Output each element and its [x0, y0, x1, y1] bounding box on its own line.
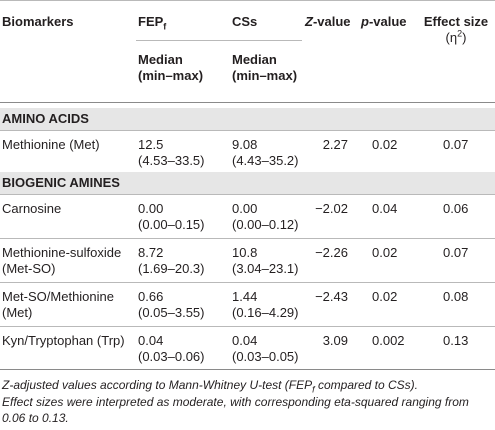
z-value: −2.43 — [315, 289, 348, 304]
biomarker-name: Methionine (Met) — [2, 137, 100, 152]
biomarker-name: Kyn/Tryptophan (Trp) — [2, 333, 125, 348]
col-header-css: CSs — [232, 14, 258, 29]
css-median-label: Median — [232, 52, 277, 67]
css-median: 9.08 — [232, 137, 258, 152]
footnote-3: 0.06 to 0.13. — [2, 411, 69, 425]
effect-value: 0.08 — [443, 289, 469, 304]
effect-value: 0.06 — [443, 201, 469, 216]
col-header-fep-sub: f — [163, 21, 167, 32]
fep-median: 0.04 — [138, 333, 164, 348]
section-rule — [0, 130, 495, 131]
z-value: 3.09 — [322, 333, 348, 348]
fep-minmax-label: (min–max) — [138, 68, 204, 83]
group-header-rule — [136, 40, 302, 41]
fep-median-header: Median (min–max) — [138, 52, 203, 84]
fep-median: 0.66 — [138, 289, 164, 304]
col-header-fep: FEPf — [138, 14, 230, 32]
fep-range: (0.05–3.55) — [138, 305, 205, 320]
p-value: 0.002 — [372, 333, 405, 348]
css-minmax-label: (min–max) — [232, 68, 298, 83]
effect-value: 0.13 — [443, 333, 469, 348]
fep-value: 12.5 (4.53–33.5) — [138, 137, 205, 169]
css-value: 0.04 (0.03–0.05) — [232, 333, 299, 365]
biomarker-name: Met-SO/Methionine (Met) — [2, 289, 114, 321]
col-header-p-letter: p — [361, 14, 369, 29]
fep-range: (0.00–0.15) — [138, 217, 205, 232]
footnote-1: Z-adjusted values according to Mann-Whit… — [2, 377, 419, 395]
p-value: 0.02 — [372, 245, 398, 260]
biomarker-name-line1: Met-SO/Methionine — [2, 289, 114, 304]
fep-median: 0.00 — [138, 201, 164, 216]
col-header-effect-line1: Effect size — [423, 14, 489, 29]
css-value: 9.08 (4.43–35.2) — [232, 137, 299, 169]
section-band-biogenic-amines — [0, 172, 495, 194]
header-bottom-rule — [0, 102, 495, 103]
col-header-effect-line2: (η2) — [418, 28, 494, 46]
table-bottom-rule — [0, 369, 495, 370]
p-value: 0.02 — [372, 137, 398, 152]
css-range: (4.43–35.2) — [232, 153, 299, 168]
biomarker-name: Carnosine — [2, 201, 62, 216]
fep-value: 0.00 (0.00–0.15) — [138, 201, 205, 233]
css-value: 10.8 (3.04–23.1) — [232, 245, 299, 277]
fep-median: 12.5 — [138, 137, 164, 152]
css-value: 1.44 (0.16–4.29) — [232, 289, 299, 321]
fep-range: (4.53–33.5) — [138, 153, 205, 168]
footnote-1-pre: Z-adjusted values according to Mann-Whit… — [2, 378, 313, 392]
footnote-1-post: compared to CSs). — [314, 378, 419, 392]
fep-value: 0.04 (0.03–0.06) — [138, 333, 205, 365]
row-rule — [0, 282, 495, 283]
footnote-2: Effect sizes were interpreted as moderat… — [2, 395, 469, 409]
effect-value: 0.07 — [443, 137, 469, 152]
effect-value: 0.07 — [443, 245, 469, 260]
z-value: 2.27 — [322, 137, 348, 152]
css-range: (0.03–0.05) — [232, 349, 299, 364]
col-header-z: Z-value — [305, 14, 351, 30]
section-rule — [0, 194, 495, 195]
fep-range: (1.69–20.3) — [138, 261, 205, 276]
z-value: −2.26 — [315, 245, 348, 260]
css-range: (0.16–4.29) — [232, 305, 299, 320]
col-header-p: p-value — [361, 14, 407, 30]
row-rule — [0, 326, 495, 327]
css-range: (0.00–0.12) — [232, 217, 299, 232]
col-header-effect: Effect size (η2) — [418, 14, 494, 46]
col-header-p-rest: -value — [368, 14, 407, 29]
biomarker-name-line1: Methionine-sulfoxide — [2, 245, 122, 260]
col-header-fep-label: FEP — [138, 14, 164, 29]
z-value: −2.02 — [315, 201, 348, 216]
eta-sup: 2 — [457, 28, 463, 39]
p-value: 0.04 — [372, 201, 398, 216]
p-value: 0.02 — [372, 289, 398, 304]
css-median-header: Median (min–max) — [232, 52, 297, 84]
col-header-biomarkers: Biomarkers — [2, 14, 74, 29]
css-median: 0.04 — [232, 333, 258, 348]
fep-value: 0.66 (0.05–3.55) — [138, 289, 205, 321]
biomarker-name-line2: (Met) — [2, 305, 33, 320]
section-band-amino-acids — [0, 108, 495, 130]
css-median: 0.00 — [232, 201, 258, 216]
css-value: 0.00 (0.00–0.12) — [232, 201, 299, 233]
section-title-amino-acids: AMINO ACIDS — [2, 111, 89, 126]
biomarker-name-line2: (Met-SO) — [2, 261, 56, 276]
row-rule — [0, 238, 495, 239]
table-top-rule — [0, 0, 495, 1]
fep-range: (0.03–0.06) — [138, 349, 205, 364]
footnote-1-sub: f — [312, 384, 315, 395]
eta-open: (η — [445, 30, 458, 45]
eta-close: ) — [462, 30, 467, 45]
col-header-z-rest: -value — [312, 14, 351, 29]
biomarker-name: Methionine-sulfoxide (Met-SO) — [2, 245, 121, 277]
col-header-z-letter: Z — [305, 14, 313, 29]
fep-median: 8.72 — [138, 245, 164, 260]
section-title-biogenic-amines: BIOGENIC AMINES — [2, 175, 120, 190]
fep-value: 8.72 (1.69–20.3) — [138, 245, 205, 277]
css-median: 10.8 — [232, 245, 258, 260]
fep-median-label: Median — [138, 52, 183, 67]
css-range: (3.04–23.1) — [232, 261, 299, 276]
css-median: 1.44 — [232, 289, 258, 304]
